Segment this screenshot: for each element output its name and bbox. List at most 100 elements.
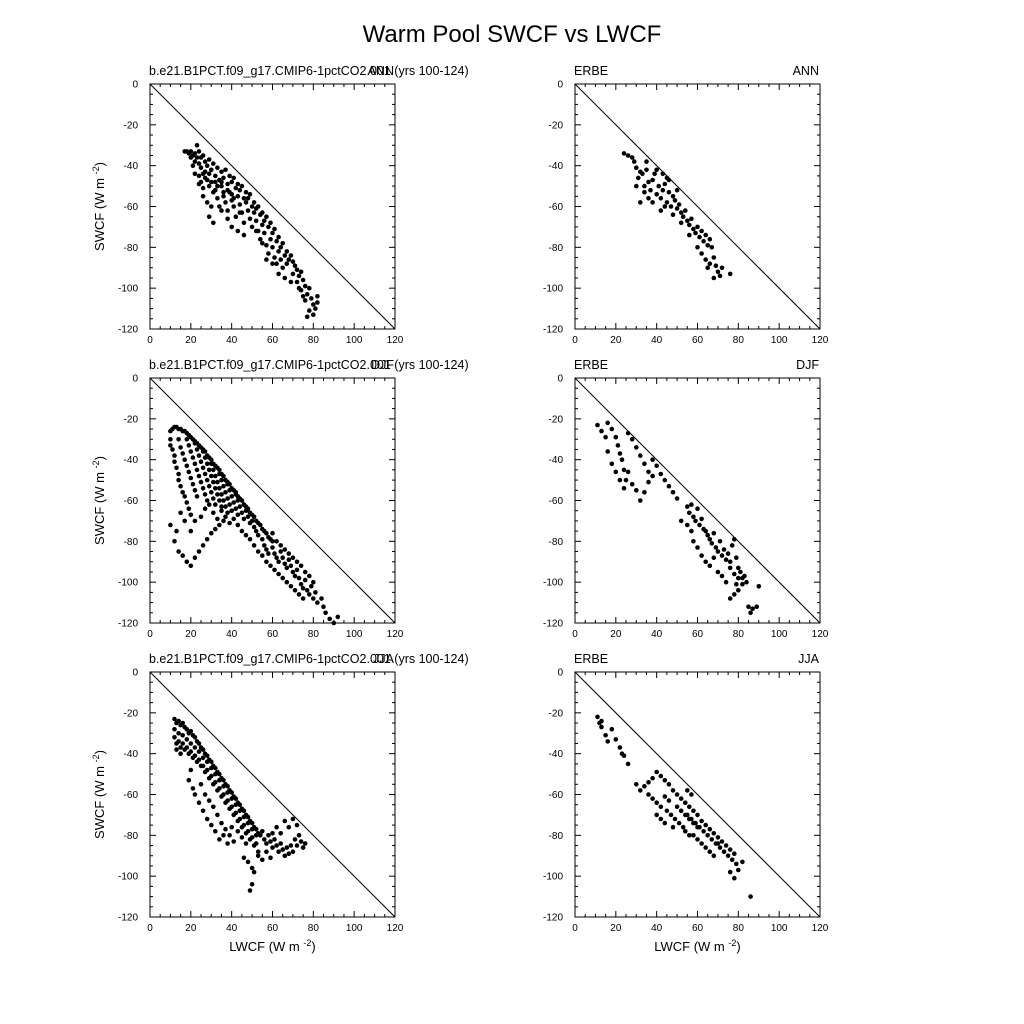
data-point bbox=[658, 804, 664, 810]
y-tick-label: -20 bbox=[124, 414, 139, 425]
data-point bbox=[634, 782, 639, 787]
data-point bbox=[235, 512, 241, 518]
data-point bbox=[272, 551, 277, 556]
data-point bbox=[642, 189, 647, 195]
data-point bbox=[621, 151, 627, 156]
x-tick-label: 20 bbox=[610, 923, 622, 934]
data-point bbox=[215, 492, 220, 497]
data-point bbox=[200, 747, 206, 752]
y-tick-label: 0 bbox=[132, 80, 138, 91]
data-point bbox=[247, 192, 253, 197]
data-point bbox=[595, 714, 600, 720]
data-point bbox=[229, 790, 234, 795]
data-point bbox=[638, 453, 643, 458]
data-point bbox=[288, 584, 294, 589]
data-point bbox=[711, 530, 717, 536]
data-point bbox=[184, 437, 190, 442]
data-point bbox=[249, 882, 255, 887]
data-point bbox=[674, 187, 680, 193]
data-point bbox=[206, 157, 212, 162]
data-point bbox=[678, 518, 684, 524]
data-point bbox=[176, 477, 181, 483]
y-tick-label: -40 bbox=[549, 455, 564, 466]
panel-left-label: b.e21.B1PCT.f09_g17.CMIP6-1pctCO2.001 (y… bbox=[149, 64, 469, 78]
data-point bbox=[251, 869, 257, 875]
data-point bbox=[707, 537, 713, 542]
data-point bbox=[178, 751, 183, 756]
data-point bbox=[300, 845, 306, 850]
data-point bbox=[188, 449, 194, 454]
data-point bbox=[251, 514, 257, 520]
data-point bbox=[727, 869, 733, 875]
data-point bbox=[243, 841, 249, 846]
data-point bbox=[204, 759, 210, 765]
data-point bbox=[654, 463, 659, 469]
data-point bbox=[221, 498, 226, 503]
data-point bbox=[209, 167, 214, 173]
data-point bbox=[313, 590, 318, 595]
data-point bbox=[638, 200, 643, 205]
data-point bbox=[186, 443, 192, 448]
data-point bbox=[617, 477, 623, 483]
data-point bbox=[703, 822, 708, 828]
reference-line bbox=[574, 671, 821, 918]
data-point bbox=[300, 294, 306, 299]
data-point bbox=[188, 563, 194, 569]
data-point bbox=[629, 155, 635, 160]
data-point bbox=[725, 853, 731, 859]
data-point bbox=[300, 277, 306, 283]
data-point bbox=[258, 236, 263, 242]
data-point bbox=[284, 579, 290, 585]
data-point bbox=[300, 596, 306, 601]
data-point bbox=[740, 581, 745, 587]
x-tick-label: 0 bbox=[572, 923, 578, 934]
data-point bbox=[243, 189, 249, 195]
data-point bbox=[223, 167, 228, 173]
data-point bbox=[196, 800, 202, 805]
data-point bbox=[327, 616, 333, 622]
data-point bbox=[288, 843, 294, 848]
data-point bbox=[680, 214, 686, 219]
y-tick-label: -40 bbox=[549, 749, 564, 760]
data-point bbox=[188, 155, 194, 160]
data-point bbox=[211, 496, 216, 501]
data-point bbox=[276, 849, 281, 854]
data-point bbox=[619, 751, 625, 756]
data-point bbox=[294, 567, 300, 573]
data-point bbox=[644, 167, 649, 173]
data-point bbox=[662, 820, 668, 826]
data-point bbox=[204, 177, 210, 183]
data-point bbox=[182, 457, 187, 463]
panel-model-jja: 0 20 40 60 80 100 120 0 -20 -40 -60 -80 -100 -120 b.e2… bbox=[91, 652, 469, 954]
data-point bbox=[603, 434, 608, 440]
data-point bbox=[200, 755, 206, 761]
x-tick-label: 40 bbox=[226, 335, 238, 346]
data-point bbox=[241, 220, 247, 226]
data-point bbox=[217, 777, 222, 783]
data-point bbox=[276, 559, 281, 565]
data-point bbox=[225, 181, 230, 187]
data-point bbox=[613, 469, 619, 475]
data-point bbox=[689, 528, 694, 534]
data-point bbox=[315, 600, 320, 605]
data-point bbox=[662, 477, 668, 483]
data-point bbox=[170, 447, 175, 452]
data-point bbox=[715, 269, 721, 275]
data-point bbox=[282, 818, 288, 824]
data-point bbox=[290, 555, 296, 560]
data-point bbox=[658, 773, 664, 779]
data-point bbox=[223, 826, 228, 832]
data-point bbox=[719, 265, 725, 271]
data-point bbox=[260, 210, 265, 215]
data-point bbox=[217, 786, 222, 791]
data-point bbox=[209, 461, 214, 467]
data-point bbox=[266, 224, 271, 230]
data-point bbox=[717, 845, 723, 850]
x-tick-label: 0 bbox=[147, 923, 153, 934]
x-tick-label: 0 bbox=[147, 335, 153, 346]
data-point bbox=[217, 467, 222, 473]
data-point bbox=[750, 606, 755, 611]
y-tick-label: -100 bbox=[118, 872, 138, 883]
y-tick-label: -60 bbox=[124, 202, 139, 213]
data-point bbox=[284, 565, 290, 571]
